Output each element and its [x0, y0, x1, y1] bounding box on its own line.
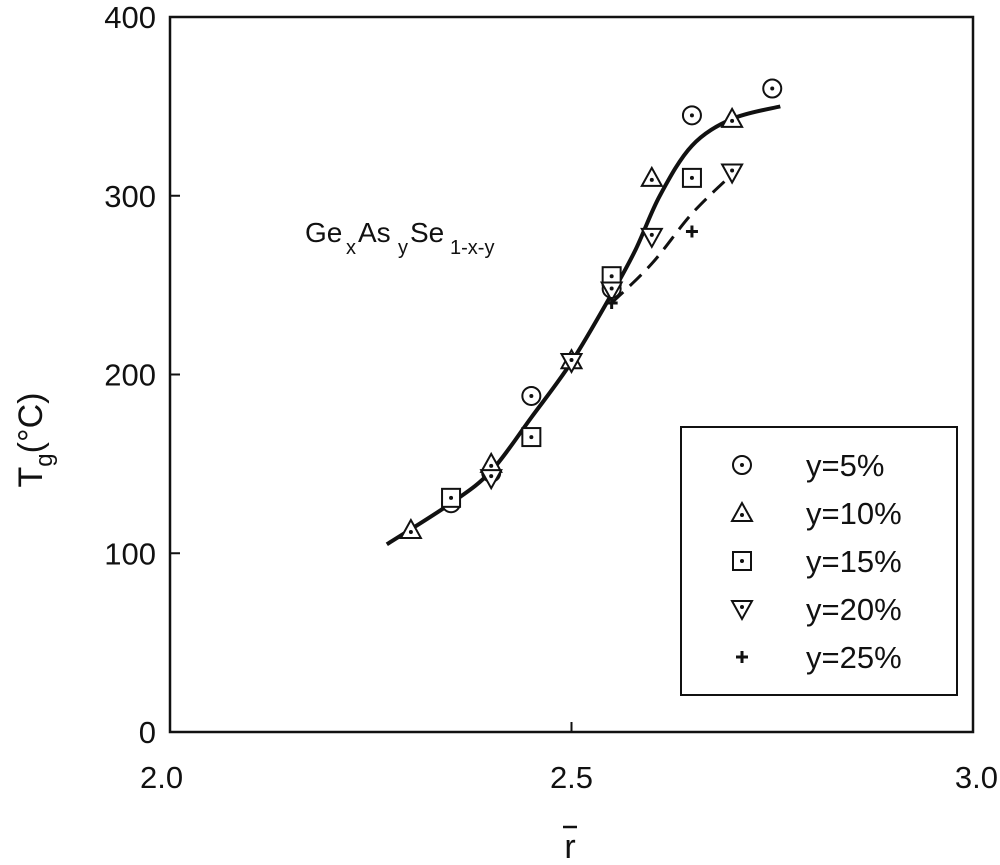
data-point-triangle-down	[479, 469, 503, 491]
data-point-circle-dot	[762, 78, 783, 99]
marker-center-dot	[489, 474, 494, 479]
data-point-triangle-up	[399, 517, 423, 540]
marker-center-dot	[609, 274, 614, 279]
marker-triangle-up	[399, 517, 423, 540]
x-tick-label: 3.0	[955, 760, 998, 795]
annotation-se: Se	[410, 217, 444, 248]
marker-center-dot	[649, 177, 654, 182]
marker-triangle-up	[640, 165, 664, 187]
marker-triangle-down	[559, 352, 584, 375]
marker-triangle-down	[479, 469, 503, 491]
legend-label: y=25%	[806, 640, 902, 675]
x-axis-label: r	[563, 825, 577, 865]
marker-triangle-up	[720, 106, 744, 128]
marker-center-dot	[649, 232, 654, 237]
data-point-triangle-down	[720, 163, 744, 185]
marker-center-dot	[529, 393, 534, 398]
fit-curves	[385, 104, 781, 546]
marker-triangle-down	[720, 163, 744, 185]
data-point-circle-dot	[681, 105, 702, 126]
marker-center-dot	[689, 113, 694, 118]
y-tick-label: 300	[104, 179, 156, 214]
marker-center-dot	[529, 435, 534, 440]
data-point-triangle-down	[599, 281, 624, 303]
y-tick-label: 0	[139, 715, 156, 750]
legend-marker	[736, 651, 748, 663]
marker-triangle-up	[730, 500, 754, 522]
legend: y=5% y=10% y=15% y=20% y=25%	[680, 426, 958, 696]
marker-triangle-down	[599, 281, 624, 303]
x-axis-label-text: r	[564, 828, 575, 865]
marker-center-dot	[730, 168, 735, 173]
legend-label: y=10%	[806, 496, 902, 531]
annotation-as: As	[358, 217, 391, 248]
data-point-circle-dot	[521, 385, 542, 406]
y-tick-label: 100	[104, 536, 156, 571]
data-point-plus	[605, 297, 618, 309]
data-point-square-dot	[681, 167, 702, 188]
fit-curve-dashed	[610, 173, 734, 305]
data-markers	[399, 78, 783, 540]
data-point-square-dot	[441, 487, 462, 508]
marker-center-dot	[730, 118, 735, 123]
marker-center-dot	[489, 463, 494, 468]
x-tick-label: 2.5	[550, 760, 593, 795]
marker-center-dot	[740, 513, 744, 517]
marker-center-dot	[449, 495, 454, 500]
annotation-sub-y: y	[398, 237, 408, 259]
annotation-sub-x: x	[346, 237, 356, 259]
legend-marker	[730, 500, 754, 522]
annotation-ge: Ge	[305, 217, 342, 248]
marker-center-dot	[609, 286, 614, 291]
x-tick-label: 2.0	[140, 760, 183, 795]
legend-marker	[732, 551, 752, 571]
data-point-plus	[685, 225, 698, 238]
plot-area: 0 100 200 300 400 2.0 2.5 3.0	[104, 0, 998, 795]
marker-center-dot	[770, 86, 775, 91]
legend-label: y=20%	[806, 592, 902, 627]
data-point-triangle-up	[720, 106, 744, 128]
marker-triangle-down	[730, 600, 754, 622]
legend-label: y=5%	[806, 448, 884, 483]
y-axis-label: Tg(°C)	[12, 393, 58, 488]
marker-center-dot	[569, 357, 574, 362]
legend-label: y=15%	[806, 544, 902, 579]
legend-marker	[730, 600, 754, 622]
annotation-sub-1-x-y: 1-x-y	[450, 237, 494, 259]
marker-center-dot	[740, 559, 744, 563]
data-point-triangle-up	[640, 165, 664, 187]
marker-center-dot	[740, 605, 744, 609]
y-axis-label-text: Tg(°C)	[12, 393, 58, 488]
data-point-triangle-down	[640, 227, 664, 249]
legend-box	[680, 426, 958, 696]
marker-center-dot	[740, 463, 744, 467]
data-point-square-dot	[521, 427, 542, 448]
legend-marker	[732, 455, 752, 475]
annotation-formula: Ge x As y Se 1-x-y	[305, 217, 494, 259]
y-tick-label: 200	[104, 358, 156, 393]
marker-triangle-down	[640, 227, 664, 249]
data-point-triangle-down	[559, 352, 584, 375]
data-point-square-dot	[601, 266, 622, 287]
fit-curve-solid	[385, 104, 781, 546]
marker-center-dot	[689, 175, 694, 180]
marker-center-dot	[408, 530, 413, 535]
y-tick-label: 400	[104, 0, 156, 35]
